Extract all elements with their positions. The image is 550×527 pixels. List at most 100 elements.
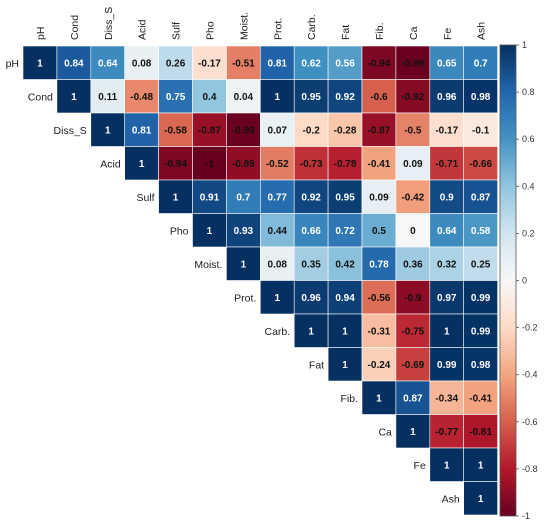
heatmap-cell	[158, 179, 193, 214]
cell-value-label: 1	[478, 494, 484, 505]
heatmap-cell	[259, 246, 295, 281]
column-label: Pho	[204, 21, 216, 40]
heatmap-cell	[361, 380, 397, 415]
heatmap-cell	[327, 280, 363, 315]
cell-value-label: 0.95	[301, 92, 321, 103]
column-label: Fib.	[374, 22, 386, 40]
row-label: Fat	[309, 359, 324, 371]
cell-value-label: -0.17	[198, 58, 221, 69]
row-label: pH	[6, 58, 19, 70]
heatmap-cell	[429, 179, 464, 214]
row-label: Sulf	[137, 192, 155, 204]
cell-value-label: 1	[207, 226, 213, 237]
cell-value-label: -0.89	[232, 159, 255, 170]
colorbar: 1 0.8 0.6 0.4 0.2 0 -0.2 -0.4 -0.6 -0.8 -1	[499, 40, 538, 521]
cell-value-label: 0.87	[403, 393, 423, 404]
cell-value-label: 1	[37, 58, 43, 69]
heatmap-cell	[395, 246, 431, 281]
colorbar-tick-label: -0.8	[522, 464, 538, 474]
cell-value-label: 0.36	[403, 259, 423, 270]
cell-value-label: 0.66	[301, 226, 321, 237]
heatmap-cell	[226, 213, 261, 248]
heatmap-cell	[293, 213, 329, 248]
cell-value-label: -0.48	[130, 92, 153, 103]
cell-value-label: 0.09	[369, 192, 389, 203]
column-label: Ash	[476, 22, 488, 40]
heatmap-cell	[463, 112, 498, 147]
colorbar-tick-label: 0.4	[522, 181, 535, 191]
cell-value-label: 0.99	[437, 360, 457, 371]
cell-value-label: 1	[342, 326, 348, 337]
cell-value-label: 0.95	[335, 192, 355, 203]
cell-value-label: 1	[139, 159, 145, 170]
cell-value-label: 1	[274, 92, 280, 103]
row-label: Acid	[100, 158, 121, 170]
cell-value-label: -0.9	[404, 293, 422, 304]
cell-value-label: 0.42	[335, 259, 355, 270]
heatmap-cell	[90, 112, 126, 147]
cell-value-label: 0.64	[437, 226, 457, 237]
cell-value-label: 0.96	[437, 92, 457, 103]
cell-value-label: -0.58	[164, 125, 187, 136]
cell-value-label: 0.91	[200, 192, 220, 203]
cell-value-label: 0.25	[471, 259, 491, 270]
cell-value-label: -0.6	[370, 92, 388, 103]
heatmap-cell	[463, 179, 498, 214]
heatmap-cell	[463, 246, 498, 281]
heatmap-cell	[226, 146, 261, 181]
cell-value-label: -0.87	[368, 125, 391, 136]
heatmap-cell	[327, 79, 363, 114]
cell-value-label: 1	[410, 427, 416, 438]
cell-value-label: 0.99	[471, 326, 491, 337]
colorbar-tick-label: 0	[522, 276, 527, 286]
cell-value-label: 0.92	[335, 92, 355, 103]
heatmap-cell	[429, 313, 464, 348]
cell-value-label: 0.62	[301, 58, 321, 69]
heatmap-cell	[226, 179, 261, 214]
column-label: Fe	[442, 28, 454, 40]
heatmap-cell	[463, 45, 498, 80]
heatmap-cell	[259, 45, 295, 80]
heatmap-cell	[90, 45, 126, 80]
column-label: Diss_S	[103, 7, 115, 40]
column-label: Cond	[69, 15, 81, 40]
cell-value-label: 0.81	[268, 58, 288, 69]
colorbar-tick-label: -0.2	[522, 323, 538, 333]
heatmap-cell	[361, 347, 397, 382]
heatmap-cell	[22, 45, 58, 80]
heatmap-cell	[259, 112, 295, 147]
cell-value-label: 0.07	[268, 125, 288, 136]
colorbar-tick-label: 0.8	[522, 87, 535, 97]
heatmap-cell	[124, 112, 159, 147]
cell-value-label: -0.5	[404, 125, 422, 136]
heatmap-cell	[158, 146, 193, 181]
heatmap-cell	[395, 112, 431, 147]
heatmap-cell	[429, 79, 464, 114]
column-label: Fat	[340, 25, 352, 40]
column-label: Acid	[137, 19, 149, 40]
heatmap-cell	[463, 146, 498, 181]
cell-value-label: -0.99	[401, 58, 424, 69]
heatmap-cell	[395, 179, 431, 214]
cell-value-label: -0.66	[469, 159, 492, 170]
heatmap-cell	[56, 45, 92, 80]
heatmap-cell	[361, 79, 397, 114]
heatmap-cell	[429, 213, 464, 248]
heatmap-cell	[361, 112, 397, 147]
cell-value-label: 0.64	[98, 58, 118, 69]
cell-value-label: -0.73	[300, 159, 323, 170]
heatmap-cell	[226, 246, 261, 281]
cell-value-label: 0.44	[268, 226, 288, 237]
cell-value-label: -0.31	[368, 326, 391, 337]
cell-value-label: -0.77	[435, 427, 458, 438]
heatmap-cell	[226, 112, 261, 147]
cell-value-label: 0.9	[440, 192, 454, 203]
cell-value-label: 0.78	[369, 259, 389, 270]
cell-value-label: -0.52	[266, 159, 289, 170]
heatmap-cell	[327, 146, 363, 181]
cell-value-label: 0.08	[268, 259, 288, 270]
colorbar-tick-label: 0.2	[522, 228, 535, 238]
cell-value-label: 0.75	[166, 92, 186, 103]
heatmap-cell	[293, 112, 329, 147]
